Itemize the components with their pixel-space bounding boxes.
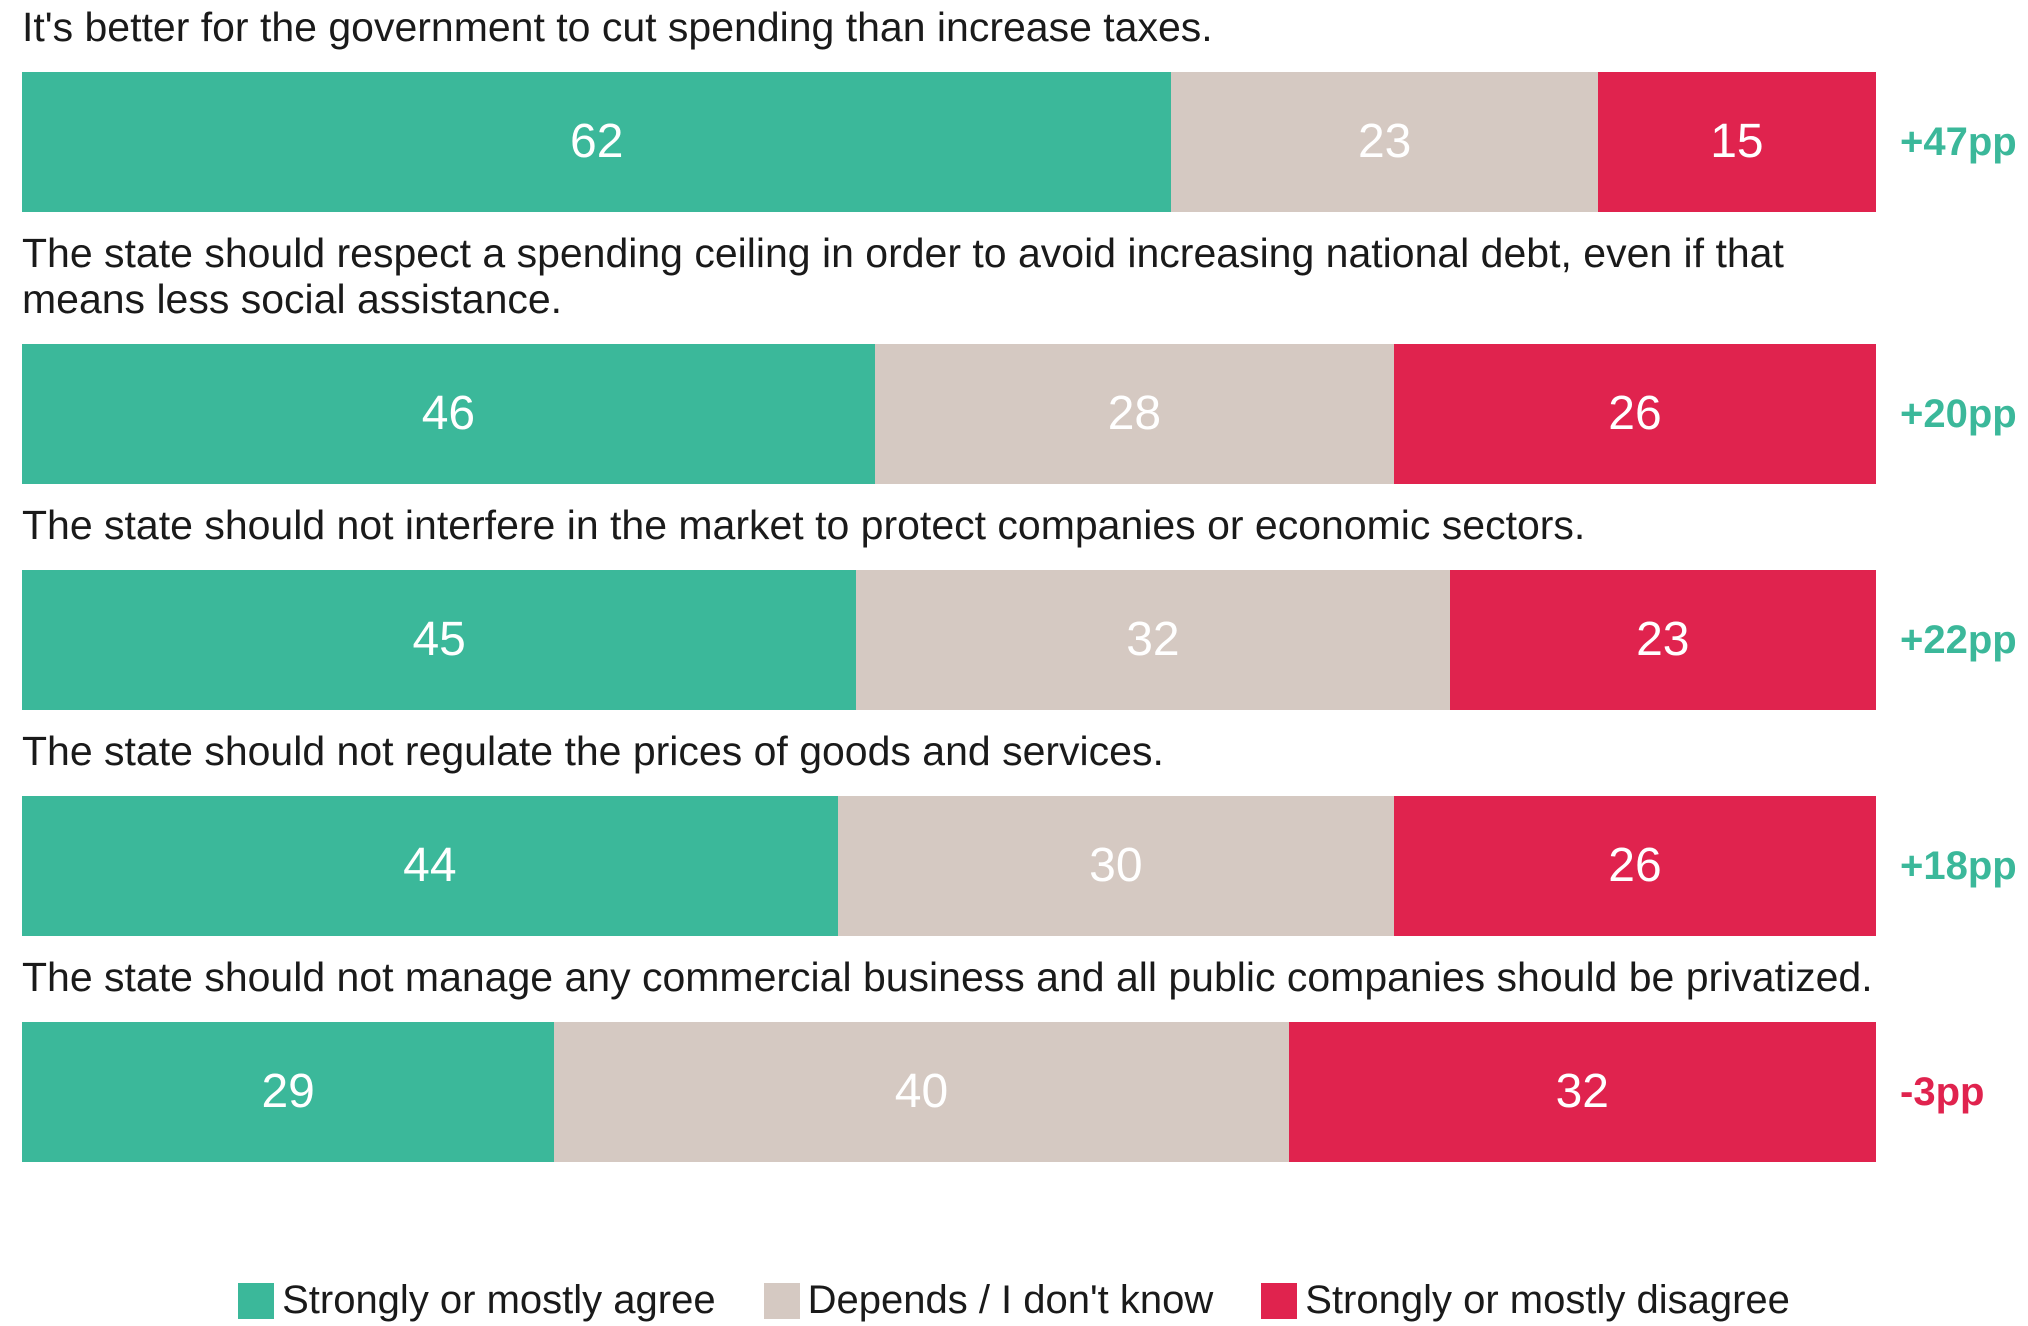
value-label: 46 xyxy=(421,387,476,440)
question-label: It's better for the government to cut sp… xyxy=(22,4,1213,50)
question-label: The state should respect a spending ceil… xyxy=(22,230,1784,322)
legend-label: Depends / I don't know xyxy=(807,1278,1214,1322)
question-label: The state should not interfere in the ma… xyxy=(22,502,1586,548)
value-label: 44 xyxy=(403,839,457,892)
net-label: +47pp xyxy=(1900,120,2017,164)
bar-segment xyxy=(22,344,875,484)
legend: Strongly or mostly agree Depends / I don'… xyxy=(0,1278,2028,1323)
legend-label: Strongly or mostly agree xyxy=(282,1278,716,1322)
value-label: 32 xyxy=(1555,1065,1609,1118)
bar-segment xyxy=(1288,1022,1876,1162)
bar-segment xyxy=(22,72,1172,212)
value-label: 15 xyxy=(1710,115,1764,168)
value-label: 28 xyxy=(1107,387,1162,440)
bar-segment xyxy=(22,570,857,710)
value-label: 26 xyxy=(1608,387,1662,440)
legend-swatch xyxy=(1261,1282,1298,1319)
value-label: 29 xyxy=(261,1065,315,1118)
legend-swatch xyxy=(238,1282,275,1319)
bar-segment xyxy=(837,796,1394,936)
bar-segment xyxy=(22,796,838,936)
legend-item: Strongly or mostly agree xyxy=(238,1278,716,1323)
legend-item: Strongly or mostly disagree xyxy=(1261,1278,1790,1323)
bar-segment xyxy=(22,1022,555,1162)
bar-segment xyxy=(856,570,1450,710)
question-label: The state should not regulate the prices… xyxy=(22,728,1164,774)
value-label: 23 xyxy=(1357,115,1412,168)
value-label: 26 xyxy=(1608,839,1662,892)
value-label: 45 xyxy=(412,613,466,666)
net-label: -3pp xyxy=(1900,1070,1985,1114)
value-label: 30 xyxy=(1089,839,1143,892)
bar-segment xyxy=(1597,72,1876,212)
bar-segment xyxy=(554,1022,1289,1162)
value-label: 32 xyxy=(1126,613,1180,666)
bar-segment xyxy=(874,344,1394,484)
bar-segment xyxy=(1393,796,1876,936)
legend-swatch xyxy=(763,1282,800,1319)
bar-segment xyxy=(1171,72,1598,212)
question-label: The state should not manage any commerci… xyxy=(22,954,1873,1000)
value-label: 62 xyxy=(570,115,624,168)
value-label: 23 xyxy=(1636,613,1690,666)
net-label: +22pp xyxy=(1900,618,2017,662)
legend-label: Strongly or mostly disagree xyxy=(1305,1278,1790,1322)
net-label: +18pp xyxy=(1900,844,2017,888)
legend-item: Depends / I don't know xyxy=(763,1278,1214,1323)
value-label: 40 xyxy=(894,1065,949,1118)
net-label: +20pp xyxy=(1900,392,2017,436)
bar-segment xyxy=(1449,570,1876,710)
bar-segment xyxy=(1393,344,1876,484)
